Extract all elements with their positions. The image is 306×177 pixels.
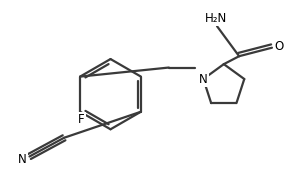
Text: N: N — [199, 73, 208, 85]
Text: N: N — [18, 153, 27, 166]
Text: O: O — [274, 40, 283, 53]
Text: H₂N: H₂N — [205, 12, 228, 25]
Text: F: F — [78, 113, 84, 126]
